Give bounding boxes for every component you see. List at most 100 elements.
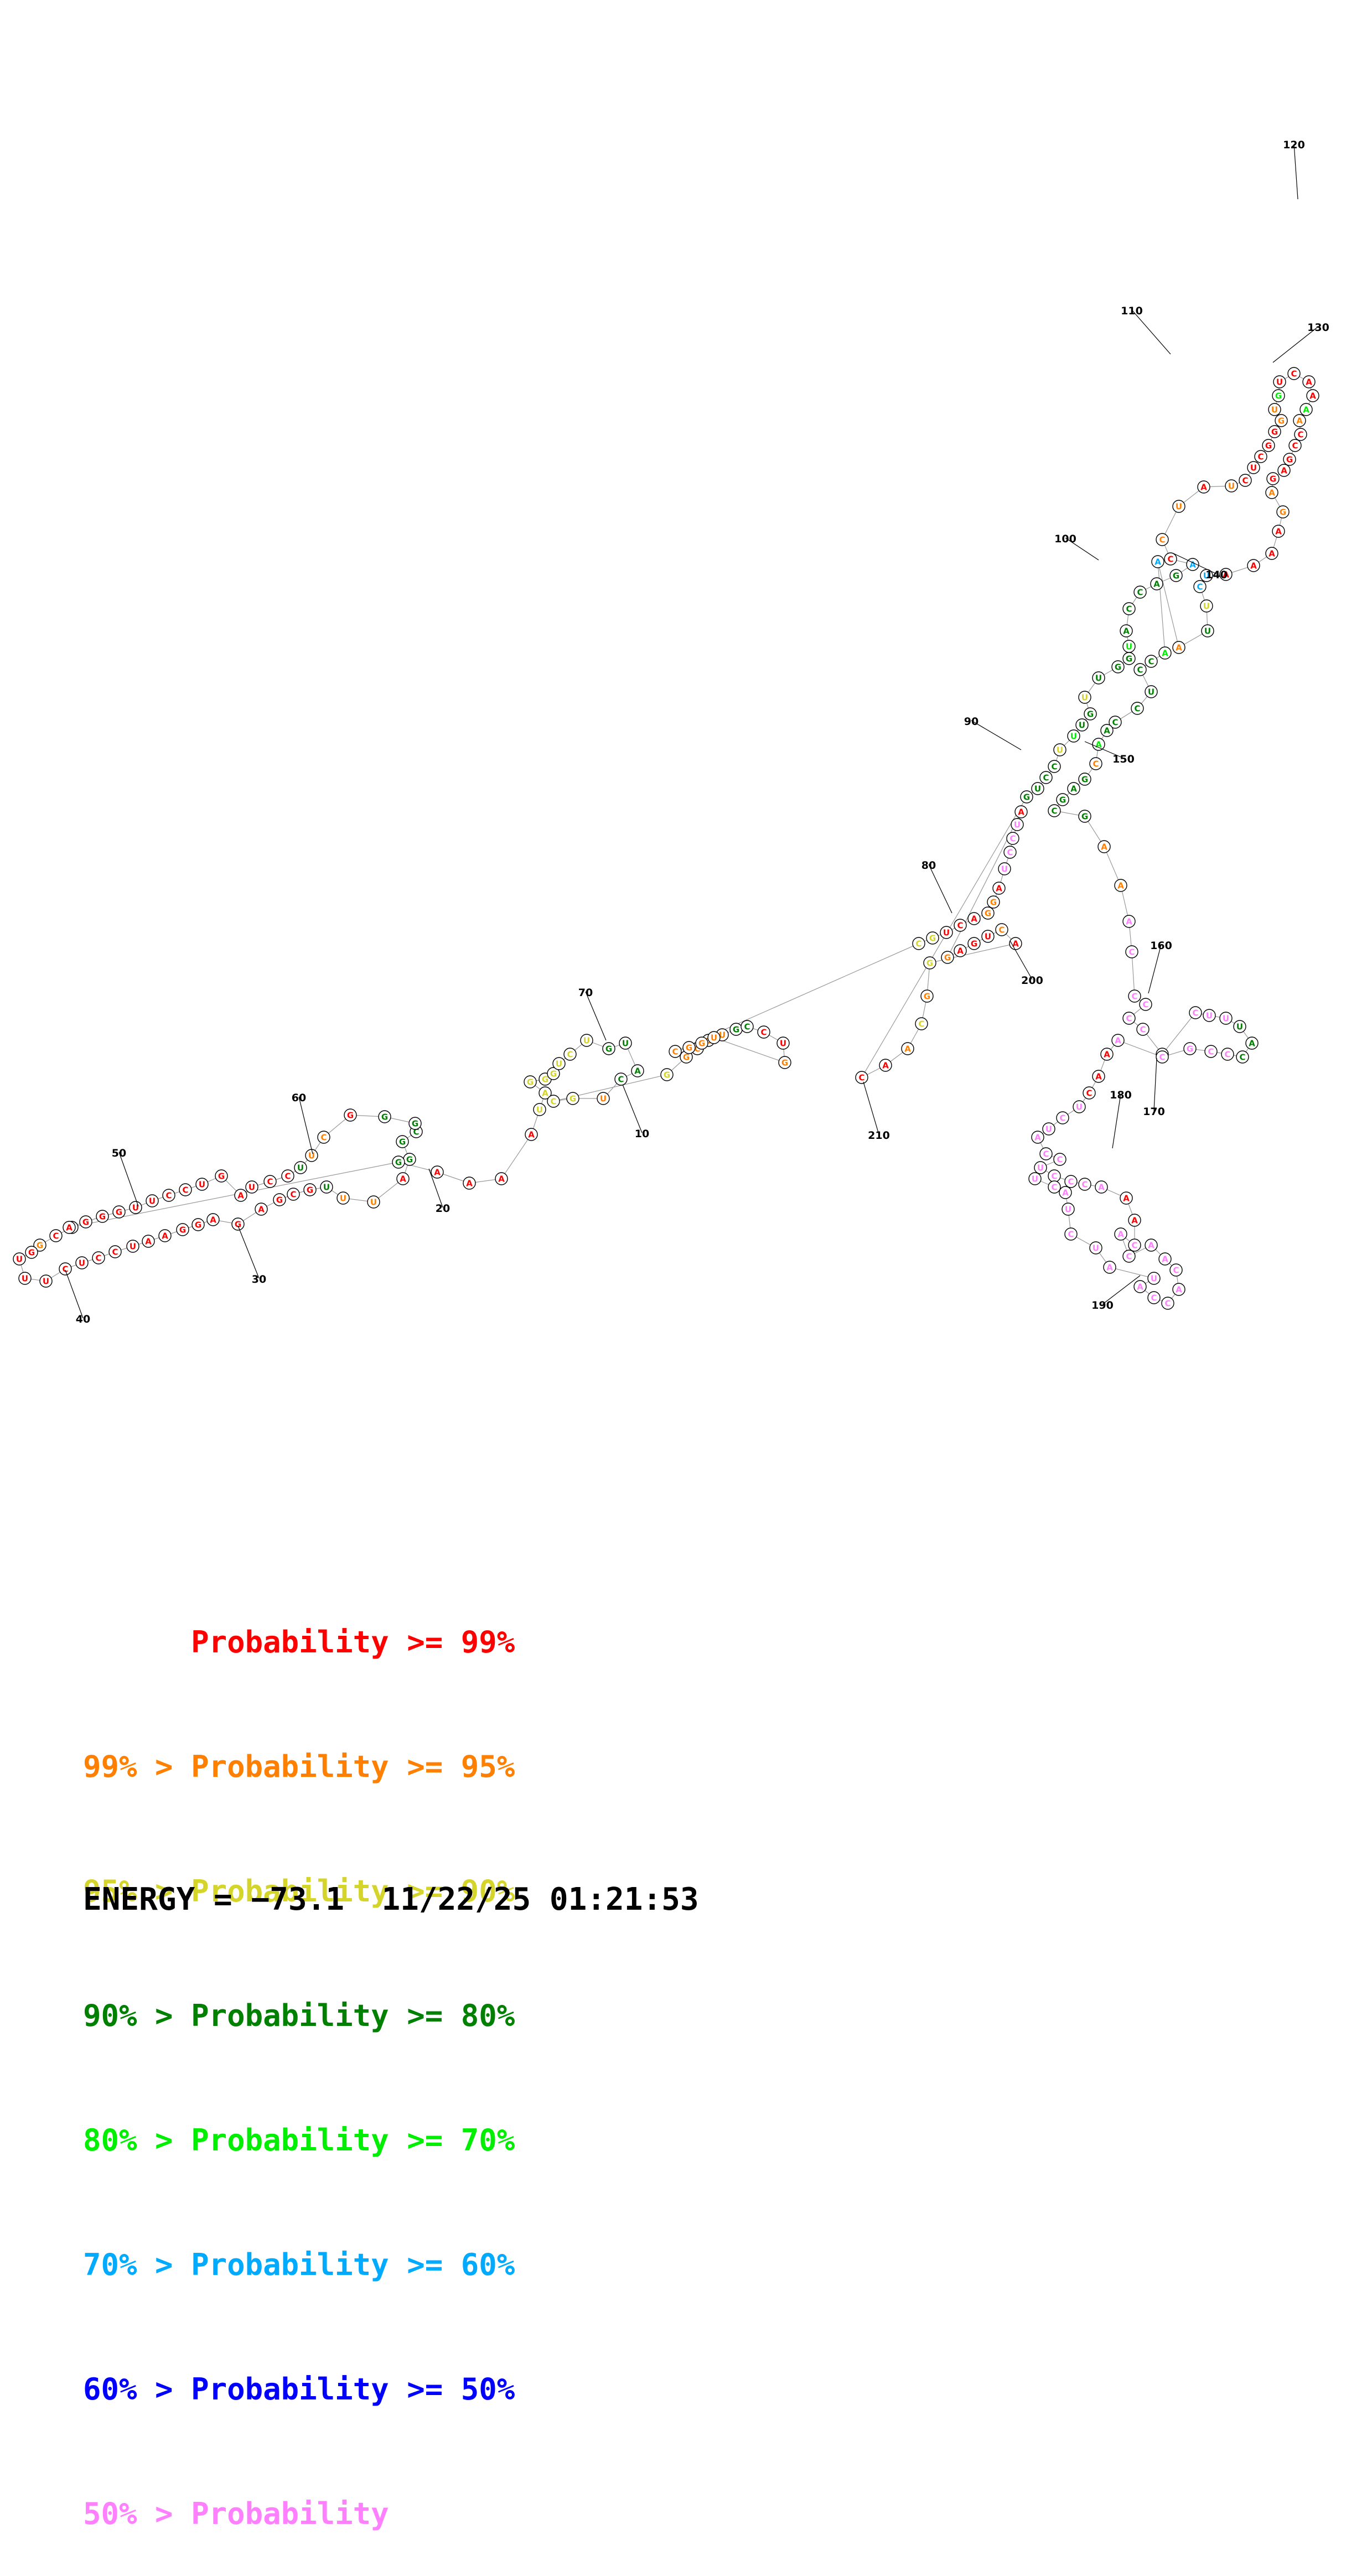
nucleotide: C: [1161, 1297, 1174, 1310]
nucleotide: A: [1014, 805, 1028, 818]
index-label: 80: [921, 859, 936, 872]
nucleotide-letter: A: [1154, 557, 1161, 567]
nucleotide: G: [303, 1183, 317, 1196]
nucleotide: G: [96, 1210, 109, 1223]
nucleotide: C: [162, 1189, 175, 1202]
nucleotide: U: [1092, 671, 1105, 685]
nucleotide-letter: G: [985, 909, 991, 919]
nucleotide-letter: G: [395, 1158, 402, 1168]
nucleotide: G: [408, 1117, 422, 1130]
nucleotide-letter: C: [1224, 1050, 1230, 1060]
nucleotide: U: [367, 1195, 380, 1209]
nucleotide: G: [566, 1092, 579, 1105]
legend-row-90: 95% > Probability >= 90%: [83, 1870, 515, 1912]
nucleotide-letter: G: [542, 1075, 548, 1085]
nucleotide: U: [305, 1149, 318, 1162]
nucleotide: G: [547, 1067, 560, 1080]
nucleotide: A: [1009, 937, 1022, 950]
nucleotide: U: [1233, 1020, 1246, 1033]
nucleotide-letter: C: [1009, 834, 1016, 844]
nucleotide-letter: U: [132, 1203, 139, 1213]
nucleotide: U: [146, 1194, 159, 1207]
nucleotide: C: [1147, 1291, 1161, 1304]
nucleotide-letter: C: [1059, 1113, 1065, 1123]
nucleotide-letter: G: [99, 1212, 106, 1222]
nucleotide: G: [923, 956, 936, 970]
index-leader-line: [971, 720, 1022, 750]
legend-suffix: >= 99%: [407, 1625, 515, 1660]
nucleotide: A: [967, 912, 981, 925]
nucleotide: A: [1067, 782, 1080, 795]
nucleotide-letter: C: [1292, 441, 1298, 451]
index-leader-line: [1173, 553, 1217, 574]
nucleotide-letter: A: [1123, 1194, 1130, 1204]
position-index-labels: 10 20 30 40 50 60 70 80 90 100 110 120 130 140 150 160 1…: [65, 139, 1329, 1325]
nucleotide: G: [392, 1155, 405, 1169]
index-label: 50: [112, 1147, 126, 1159]
nucleotide: U: [1147, 1272, 1161, 1285]
nucleotide-letter: G: [82, 1217, 89, 1227]
nucleotide: C: [1204, 1045, 1218, 1058]
index-label: 210: [868, 1129, 890, 1142]
nucleotide: C: [1294, 428, 1307, 441]
nucleotide-letter: U: [79, 1258, 85, 1268]
nucleotide-letter: U: [340, 1194, 346, 1204]
nucleotide: C: [912, 937, 925, 950]
nucleotide-letter: C: [182, 1185, 188, 1195]
nucleotide-letter: C: [1159, 1053, 1165, 1062]
nucleotide-letter: U: [1079, 721, 1085, 730]
nucleotide-letter: C: [62, 1264, 68, 1274]
nucleotide: C: [1156, 533, 1169, 546]
nucleotide: G: [25, 1246, 38, 1259]
nucleotide: G: [273, 1193, 286, 1206]
nucleotide-letter: C: [95, 1253, 101, 1263]
nucleotide-letter: G: [412, 1119, 418, 1129]
nucleotide: G: [1169, 569, 1183, 582]
nucleotide: C: [1221, 1048, 1234, 1061]
nucleotide: U: [75, 1256, 89, 1269]
nucleotide: C: [563, 1048, 577, 1061]
nucleotide: C: [757, 1025, 770, 1039]
legend-suffix: >= 70%: [407, 2123, 515, 2158]
index-label: 170: [1143, 1106, 1165, 1118]
nucleotide: G: [215, 1169, 228, 1183]
nucleotide-letter: C: [1051, 1183, 1057, 1193]
nucleotide: U: [1011, 818, 1024, 831]
nucleotide-letter: A: [1306, 377, 1312, 387]
nucleotide: C: [1133, 585, 1147, 599]
nucleotide-letter: A: [1117, 881, 1124, 891]
nucleotide: G: [1122, 652, 1136, 665]
nucleotide: A: [1265, 547, 1278, 560]
nucleotide-letter: U: [16, 1255, 23, 1264]
nucleotide-letter: C: [858, 1073, 864, 1083]
nucleotide: U: [533, 1103, 546, 1116]
nucleotide: U: [1073, 1100, 1086, 1113]
nucleotide-letter: C: [1297, 430, 1303, 440]
index-label: 90: [964, 716, 978, 728]
nucleotide-letter: A: [1123, 626, 1130, 636]
nucleotide-letter: U: [22, 1274, 28, 1284]
nucleotide-letter: U: [248, 1183, 255, 1193]
nucleotide: C: [1122, 602, 1136, 615]
nucleotide: G: [378, 1110, 391, 1123]
nucleotide-letter: C: [957, 921, 963, 931]
nucleotide: C: [1164, 552, 1177, 566]
nucleotide: C: [317, 1131, 330, 1144]
nucleotide: U: [1122, 640, 1136, 653]
nucleotide: C: [1125, 945, 1138, 958]
nucleotide: G: [1275, 414, 1288, 427]
index-label: 70: [578, 987, 593, 999]
legend-row-80: 90% > Probability >= 80%: [83, 1995, 515, 2036]
nucleotide: G: [941, 951, 954, 964]
nucleotide: A: [1097, 840, 1111, 853]
index-leader-line: [118, 1152, 139, 1207]
nucleotide-letter: A: [1162, 1255, 1168, 1264]
nucleotide-letter: G: [218, 1172, 225, 1181]
nucleotide-letter: G: [569, 1094, 576, 1104]
nucleotide: A: [1272, 525, 1285, 538]
nucleotide: A: [1245, 1036, 1259, 1050]
nucleotide-letter: C: [1291, 369, 1297, 379]
nucleotide-letter: U: [1203, 571, 1210, 581]
index-leader-line: [298, 1096, 313, 1154]
nucleotide-letter: A: [1296, 416, 1303, 426]
